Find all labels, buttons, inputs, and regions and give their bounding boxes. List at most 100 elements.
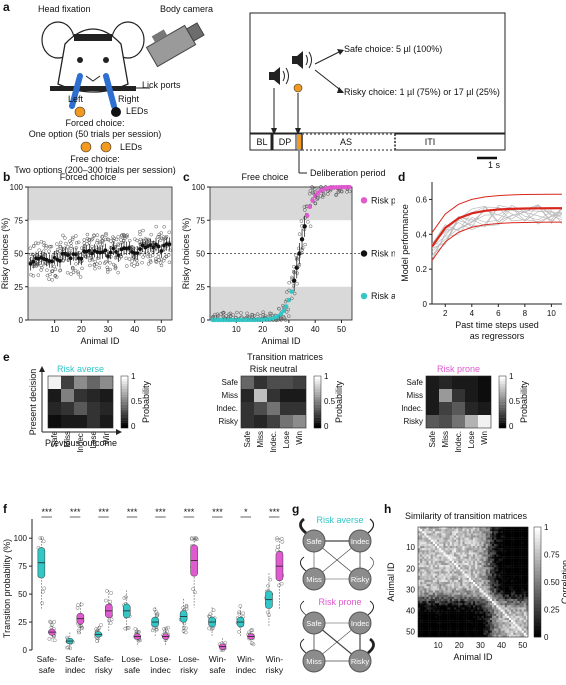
data-point bbox=[241, 611, 246, 616]
heatmap-cell bbox=[498, 565, 501, 568]
heatmap-cell bbox=[477, 592, 480, 595]
data-point bbox=[284, 310, 289, 314]
heatmap-cell bbox=[481, 541, 484, 545]
heatmap-cell bbox=[449, 620, 453, 623]
heatmap-cell bbox=[466, 582, 469, 585]
heatmap-cell bbox=[426, 620, 429, 623]
heatmap-cell bbox=[451, 554, 455, 557]
heatmap-cell bbox=[487, 617, 491, 621]
data-point bbox=[340, 189, 344, 194]
heatmap-cell bbox=[496, 550, 499, 553]
matrix-cell bbox=[100, 376, 113, 389]
heatmap-cell bbox=[458, 590, 461, 593]
heatmap-cell bbox=[511, 620, 514, 623]
heatmap-cell bbox=[432, 533, 436, 536]
heatmap-cell bbox=[500, 575, 503, 578]
heatmap-cell bbox=[485, 577, 489, 581]
heatmap-cell bbox=[462, 624, 465, 627]
heatmap-cell bbox=[468, 605, 472, 608]
heatmap-cell bbox=[481, 603, 484, 606]
heatmap-cell bbox=[473, 560, 476, 564]
colorbar-step bbox=[314, 386, 321, 390]
heatmap-cell bbox=[466, 543, 469, 547]
heatmap-cell bbox=[525, 605, 529, 608]
heatmap-cell bbox=[466, 596, 469, 600]
heatmap-cell bbox=[487, 579, 491, 583]
matrix-title: Risk neutral bbox=[250, 364, 298, 374]
heatmap-cell bbox=[517, 539, 520, 543]
individual-curve bbox=[431, 206, 563, 244]
heatmap-cell bbox=[447, 529, 450, 532]
colorbar-step bbox=[534, 615, 541, 619]
heatmap-cell bbox=[479, 609, 482, 612]
heatmap-cell bbox=[470, 537, 474, 540]
heatmap-cell bbox=[496, 594, 499, 598]
data-point bbox=[68, 239, 72, 243]
heatmap-cell bbox=[489, 605, 493, 608]
heatmap-cell bbox=[500, 617, 503, 621]
heatmap-cell bbox=[437, 554, 440, 557]
heatmap-cell bbox=[487, 622, 491, 625]
heatmap-cell bbox=[445, 556, 448, 559]
heatmap-cell bbox=[479, 624, 482, 627]
heatmap-cell bbox=[521, 603, 524, 606]
heatmap-cell bbox=[521, 582, 524, 585]
data-point bbox=[156, 255, 161, 259]
y-tick-label: 0.2 bbox=[416, 265, 428, 274]
heatmap-cell bbox=[432, 550, 436, 553]
heatmap-cell bbox=[470, 613, 474, 617]
heatmap-cell bbox=[473, 611, 476, 614]
matrix-cell bbox=[61, 402, 74, 415]
self-loop bbox=[300, 556, 307, 572]
heatmap-cell bbox=[434, 582, 438, 585]
colorbar-step bbox=[534, 560, 541, 564]
heatmap-cell bbox=[515, 611, 518, 614]
heatmap-cell bbox=[523, 565, 527, 568]
heatmap-cell bbox=[511, 626, 514, 629]
data-point bbox=[74, 246, 79, 250]
heatmap-cell bbox=[502, 562, 505, 566]
heatmap-cell bbox=[519, 634, 522, 638]
heatmap-cell bbox=[498, 598, 501, 602]
heatmap-cell bbox=[492, 634, 495, 638]
heatmap-cell bbox=[453, 628, 457, 631]
heatmap-cell bbox=[449, 628, 453, 631]
heatmap-cell bbox=[447, 582, 450, 585]
lick-ports-label: Lick ports bbox=[142, 80, 181, 90]
heatmap-cell bbox=[475, 554, 478, 557]
heatmap-cell bbox=[489, 550, 493, 553]
heatmap-cell bbox=[451, 620, 455, 623]
mean-point bbox=[159, 249, 164, 253]
heatmap-cell bbox=[464, 609, 467, 612]
colorbar-step bbox=[534, 600, 541, 605]
data-point bbox=[287, 314, 291, 318]
heatmap-cell bbox=[464, 535, 467, 538]
heatmap-cell bbox=[498, 607, 501, 610]
heatmap-cell bbox=[464, 531, 467, 534]
heatmap-cell bbox=[470, 601, 474, 604]
heatmap-cell bbox=[479, 533, 482, 536]
heatmap-cell bbox=[508, 620, 512, 623]
heatmap-cell bbox=[418, 560, 421, 564]
heatmap-cell bbox=[470, 605, 474, 608]
heatmap-cell bbox=[517, 605, 520, 608]
heatmap-cell bbox=[428, 630, 431, 633]
data-point bbox=[313, 201, 317, 205]
heatmap-cell bbox=[506, 584, 510, 587]
heatmap-cell bbox=[485, 529, 489, 532]
heatmap-cell bbox=[504, 596, 508, 600]
heatmap-cell bbox=[525, 588, 529, 591]
heatmap-cell bbox=[430, 611, 434, 614]
heatmap-cell bbox=[523, 550, 527, 553]
heatmap-cell bbox=[481, 605, 484, 608]
heatmap-cell bbox=[462, 539, 465, 543]
heatmap-cell bbox=[460, 556, 463, 559]
heatmap-cell bbox=[449, 624, 453, 627]
data-point bbox=[189, 536, 194, 541]
data-point bbox=[44, 243, 48, 248]
heatmap-cell bbox=[517, 567, 520, 570]
heatmap-cell bbox=[453, 632, 457, 636]
heatmap-cell bbox=[500, 556, 503, 559]
heatmap-cell bbox=[434, 579, 438, 583]
